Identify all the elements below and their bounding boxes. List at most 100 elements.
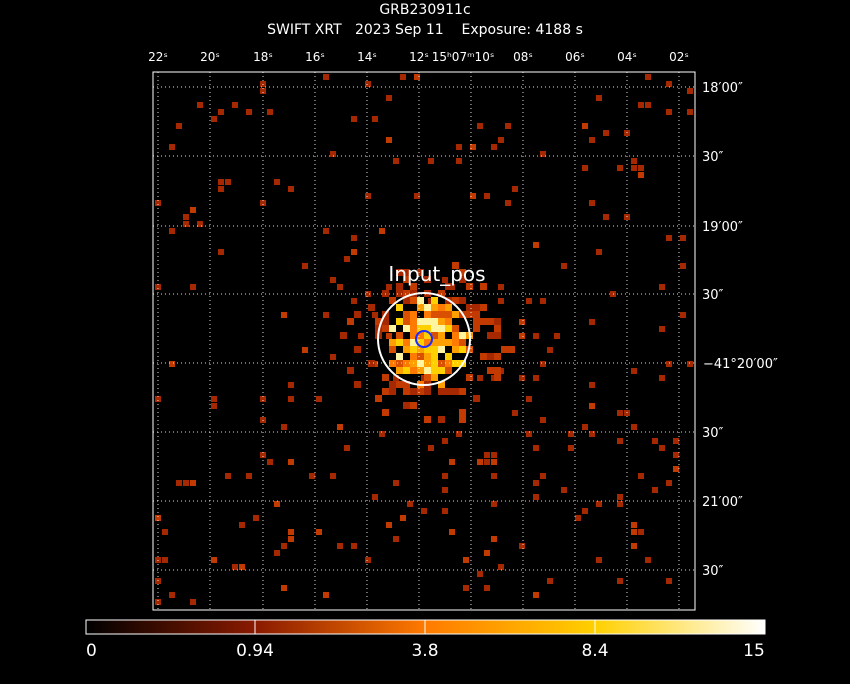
pixel <box>410 311 417 318</box>
pixel <box>330 277 336 283</box>
pixel <box>582 123 588 129</box>
pixel <box>459 339 466 346</box>
pixel <box>403 276 410 283</box>
pixel <box>162 529 168 535</box>
pixel <box>459 297 466 304</box>
pixel <box>351 116 357 122</box>
pixel <box>638 102 644 108</box>
pixel <box>445 318 452 325</box>
pixel <box>589 431 595 437</box>
pixel <box>519 319 525 325</box>
pixel <box>540 298 546 304</box>
pixel <box>480 283 487 290</box>
pixel <box>540 361 546 367</box>
pixel <box>347 318 354 325</box>
pixel <box>225 179 231 185</box>
pixel <box>666 578 672 584</box>
pixel <box>638 172 644 178</box>
pixel <box>396 360 403 367</box>
pixel <box>494 374 501 381</box>
pixel <box>533 494 539 500</box>
pixel <box>211 116 217 122</box>
pixel <box>617 501 623 507</box>
colorbar-label: 3.8 <box>411 641 438 661</box>
subtitle: SWIFT XRT 2023 Sep 11 Exposure: 4188 s <box>267 22 583 38</box>
pixel <box>431 304 438 311</box>
pixel <box>389 346 396 353</box>
pixel <box>267 459 273 465</box>
pixel <box>533 333 539 339</box>
pixel <box>445 304 452 311</box>
pixel <box>368 304 375 311</box>
pixel <box>155 200 161 206</box>
pixel <box>382 388 389 395</box>
pixel <box>218 109 224 115</box>
pixel <box>169 361 175 367</box>
pixel <box>568 445 574 451</box>
pixel <box>330 473 336 479</box>
pixel <box>491 501 497 507</box>
pixel <box>396 332 403 339</box>
pixel <box>603 214 609 220</box>
pixel <box>372 116 378 122</box>
pixel <box>410 332 417 339</box>
pixel <box>403 339 410 346</box>
pixel <box>410 388 417 395</box>
pixel <box>452 325 459 332</box>
pixel <box>407 501 413 507</box>
pixel <box>438 346 445 353</box>
pixel <box>190 599 196 605</box>
dec-label: −41°20′00″ <box>703 357 778 372</box>
source-region <box>377 292 471 386</box>
pixel <box>393 375 399 381</box>
pixel <box>431 374 438 381</box>
colorbar-label: 0 <box>86 641 97 661</box>
pixel <box>445 283 452 290</box>
pixel <box>281 424 287 430</box>
pixel <box>260 88 266 94</box>
pixel <box>337 424 343 430</box>
pixel <box>183 214 189 220</box>
pixel <box>246 473 252 479</box>
pixel <box>449 529 455 535</box>
pixel <box>330 354 336 360</box>
pixel <box>389 381 396 388</box>
pixel <box>379 431 385 437</box>
pixel <box>561 487 567 493</box>
pixel <box>438 311 445 318</box>
pixel <box>431 332 438 339</box>
pixel <box>470 144 476 150</box>
pixel <box>526 396 532 402</box>
pixel <box>438 416 445 423</box>
pixel <box>442 473 448 479</box>
pixel <box>452 388 459 395</box>
pixel <box>351 543 357 549</box>
pixel <box>417 346 424 353</box>
pixel <box>354 381 361 388</box>
pixel <box>403 402 410 409</box>
pixel <box>645 557 651 563</box>
pixel <box>589 137 595 143</box>
pixel <box>438 318 445 325</box>
pixel <box>365 81 371 87</box>
pixel <box>431 346 438 353</box>
pixel <box>456 158 462 164</box>
pixel <box>659 284 665 290</box>
pixel <box>375 395 382 402</box>
pixel <box>197 221 203 227</box>
pixel <box>484 193 490 199</box>
pixel <box>431 325 438 332</box>
pixel <box>459 416 466 423</box>
pixel <box>410 297 417 304</box>
pixel <box>302 263 308 269</box>
pixel <box>589 200 595 206</box>
pixel <box>617 438 623 444</box>
pixel <box>351 235 357 241</box>
pixel <box>519 543 525 549</box>
pixel <box>424 416 431 423</box>
pixel <box>190 480 196 486</box>
pixel <box>431 360 438 367</box>
pixel <box>666 235 672 241</box>
pixel <box>673 466 679 472</box>
